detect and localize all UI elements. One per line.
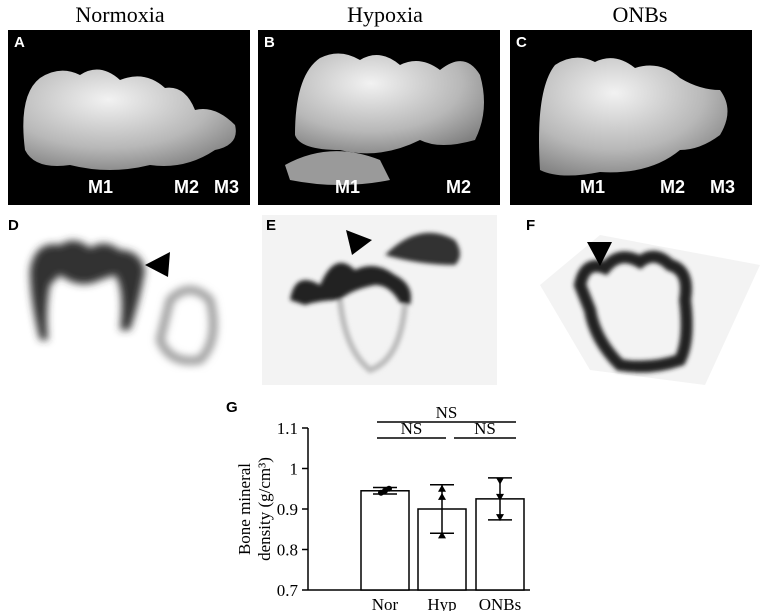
radiograph [290,232,460,374]
data-point [438,492,446,500]
y-axis-label: Bone mineral [235,463,254,555]
panel-label: A [14,34,25,51]
image-panel [540,235,760,385]
data-point [438,484,446,492]
y-tick-label: 1.1 [277,419,298,438]
data-point [438,531,446,539]
panel-label: D [8,217,19,234]
column-title: Normoxia [75,2,164,27]
column-title: ONBs [612,2,667,27]
panel-label: B [264,34,275,51]
tooth-render [23,69,236,170]
tooth-render [539,57,728,176]
bar-chart: 0.7 0.8 0.9 1 1.1 Bone mineral density (g/cm³)… [235,403,530,611]
molar-label: M3 [214,177,239,197]
x-tick-label: ONBs [479,595,522,611]
data-point [496,477,504,485]
molar-label: M1 [335,177,360,197]
x-tick-label: Hyp [427,595,456,611]
radiograph [573,250,693,373]
molar-label: M1 [88,177,113,197]
significance-label: NS [474,419,496,438]
molar-label: M3 [710,177,735,197]
significance-label: NS [436,403,458,422]
panel-label: F [526,217,535,234]
y-tick-label: 0.7 [277,581,299,600]
molar-label: M2 [660,177,685,197]
molar-label: M2 [446,177,471,197]
arrowhead [145,252,170,277]
data-point [496,493,504,501]
arrowhead [346,230,372,255]
y-tick-label: 0.9 [277,500,298,519]
y-tick-label: 0.8 [277,541,298,560]
x-tick-label: Nor [372,595,399,611]
data-point [496,514,504,522]
tooth-render [295,53,484,154]
panel-label: E [266,217,276,234]
molar-label: M2 [174,177,199,197]
bone-render [285,151,390,185]
arrowhead [587,242,612,266]
panel-label: G [226,399,238,416]
radiograph [30,240,218,365]
data-point [386,485,392,492]
panel-label: C [516,34,527,51]
y-axis-label: density (g/cm³) [255,457,274,561]
molar-label: M1 [580,177,605,197]
column-title: Hypoxia [347,2,423,27]
y-tick-label: 1 [290,460,299,479]
bar [360,490,410,591]
significance-label: NS [401,419,423,438]
